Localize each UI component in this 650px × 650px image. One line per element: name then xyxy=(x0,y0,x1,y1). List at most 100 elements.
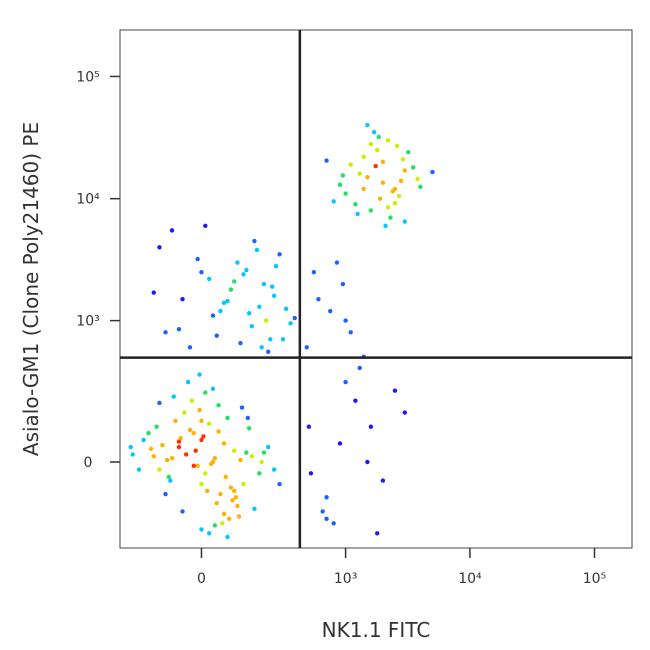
event-dot xyxy=(252,238,257,244)
event-dot xyxy=(316,297,321,302)
event-dot xyxy=(212,456,218,461)
event-dot xyxy=(160,443,165,448)
event-dot xyxy=(368,141,374,147)
event-dot xyxy=(221,441,227,446)
event-dot xyxy=(176,444,182,450)
event-dot xyxy=(337,441,343,446)
event-dot xyxy=(214,501,219,506)
event-dot xyxy=(235,260,240,265)
event-dot xyxy=(157,245,162,250)
event-dot xyxy=(261,281,267,287)
event-dot xyxy=(324,516,329,521)
x-tick-label: 10⁴ xyxy=(458,571,482,587)
event-dot xyxy=(173,418,178,423)
event-dot xyxy=(136,467,142,472)
event-dot xyxy=(368,424,374,429)
event-dot xyxy=(348,162,353,167)
event-dot xyxy=(218,491,223,497)
event-dot xyxy=(154,424,159,429)
event-dot xyxy=(128,444,133,450)
event-dot xyxy=(169,228,175,233)
event-dot xyxy=(205,488,210,494)
event-dot xyxy=(176,439,182,444)
event-dot xyxy=(225,298,230,304)
event-dot xyxy=(355,211,360,217)
event-dot xyxy=(396,193,402,199)
event-dot xyxy=(266,444,271,450)
event-dot xyxy=(377,196,383,201)
event-dot xyxy=(206,531,212,536)
event-dot xyxy=(392,186,398,192)
event-dot xyxy=(185,379,191,385)
event-dot xyxy=(164,457,170,463)
event-dot xyxy=(191,463,196,468)
event-dot xyxy=(261,450,267,455)
event-dot xyxy=(259,345,264,350)
event-dot xyxy=(232,448,237,453)
event-dot xyxy=(365,459,370,465)
event-dot xyxy=(221,511,227,517)
event-dot xyxy=(343,191,348,196)
event-dot xyxy=(331,199,336,204)
event-dot xyxy=(371,129,377,135)
event-dot xyxy=(182,410,187,415)
event-dot xyxy=(225,415,230,421)
event-dot xyxy=(259,459,264,465)
event-dot xyxy=(228,287,234,292)
event-dot xyxy=(402,168,408,173)
event-dot xyxy=(197,407,202,413)
event-dot xyxy=(254,247,260,253)
event-dot xyxy=(166,474,171,480)
event-dot xyxy=(203,223,208,228)
event-dot xyxy=(418,184,423,190)
event-dot xyxy=(380,180,386,185)
event-dot xyxy=(180,297,185,302)
event-dot xyxy=(257,304,262,309)
event-dot xyxy=(306,424,312,429)
event-dot xyxy=(373,163,378,169)
event-dot xyxy=(223,474,228,480)
event-dot xyxy=(343,379,348,385)
event-dot xyxy=(197,372,202,377)
event-dot xyxy=(199,437,204,443)
event-dot xyxy=(402,219,408,224)
y-tick-label: 10⁵ xyxy=(76,69,99,85)
event-dot xyxy=(187,427,193,433)
event-dot xyxy=(263,318,269,323)
event-dot xyxy=(171,394,176,399)
event-dot xyxy=(187,345,193,350)
event-dot xyxy=(273,263,279,269)
event-dot xyxy=(266,349,271,354)
event-dot xyxy=(189,398,195,403)
event-dot xyxy=(236,514,242,519)
event-dot xyxy=(277,481,282,487)
event-dot xyxy=(238,340,243,346)
event-dot xyxy=(206,421,212,426)
event-dot xyxy=(375,147,380,153)
event-dot xyxy=(208,461,214,467)
event-dot xyxy=(340,281,346,287)
event-dot xyxy=(244,267,249,273)
event-dot xyxy=(365,174,370,180)
event-dot xyxy=(241,272,246,277)
x-axis-label: NK1.1 FITC xyxy=(322,618,431,642)
event-dot xyxy=(353,398,358,403)
event-dot xyxy=(195,463,200,468)
event-dot xyxy=(151,454,156,459)
event-dot xyxy=(220,521,225,526)
event-dot xyxy=(270,284,275,289)
event-dot xyxy=(212,523,218,528)
event-dot xyxy=(233,495,239,500)
event-dot xyxy=(357,365,362,371)
event-dot xyxy=(151,290,156,295)
event-dot xyxy=(232,279,237,284)
event-dot xyxy=(245,415,250,421)
event-dot xyxy=(218,308,223,314)
event-dot xyxy=(214,333,219,338)
event-dot xyxy=(228,485,234,490)
event-dot xyxy=(375,531,380,536)
event-dot xyxy=(392,388,398,393)
event-dot xyxy=(402,410,408,415)
event-dot xyxy=(199,527,204,532)
event-dot xyxy=(176,326,182,332)
